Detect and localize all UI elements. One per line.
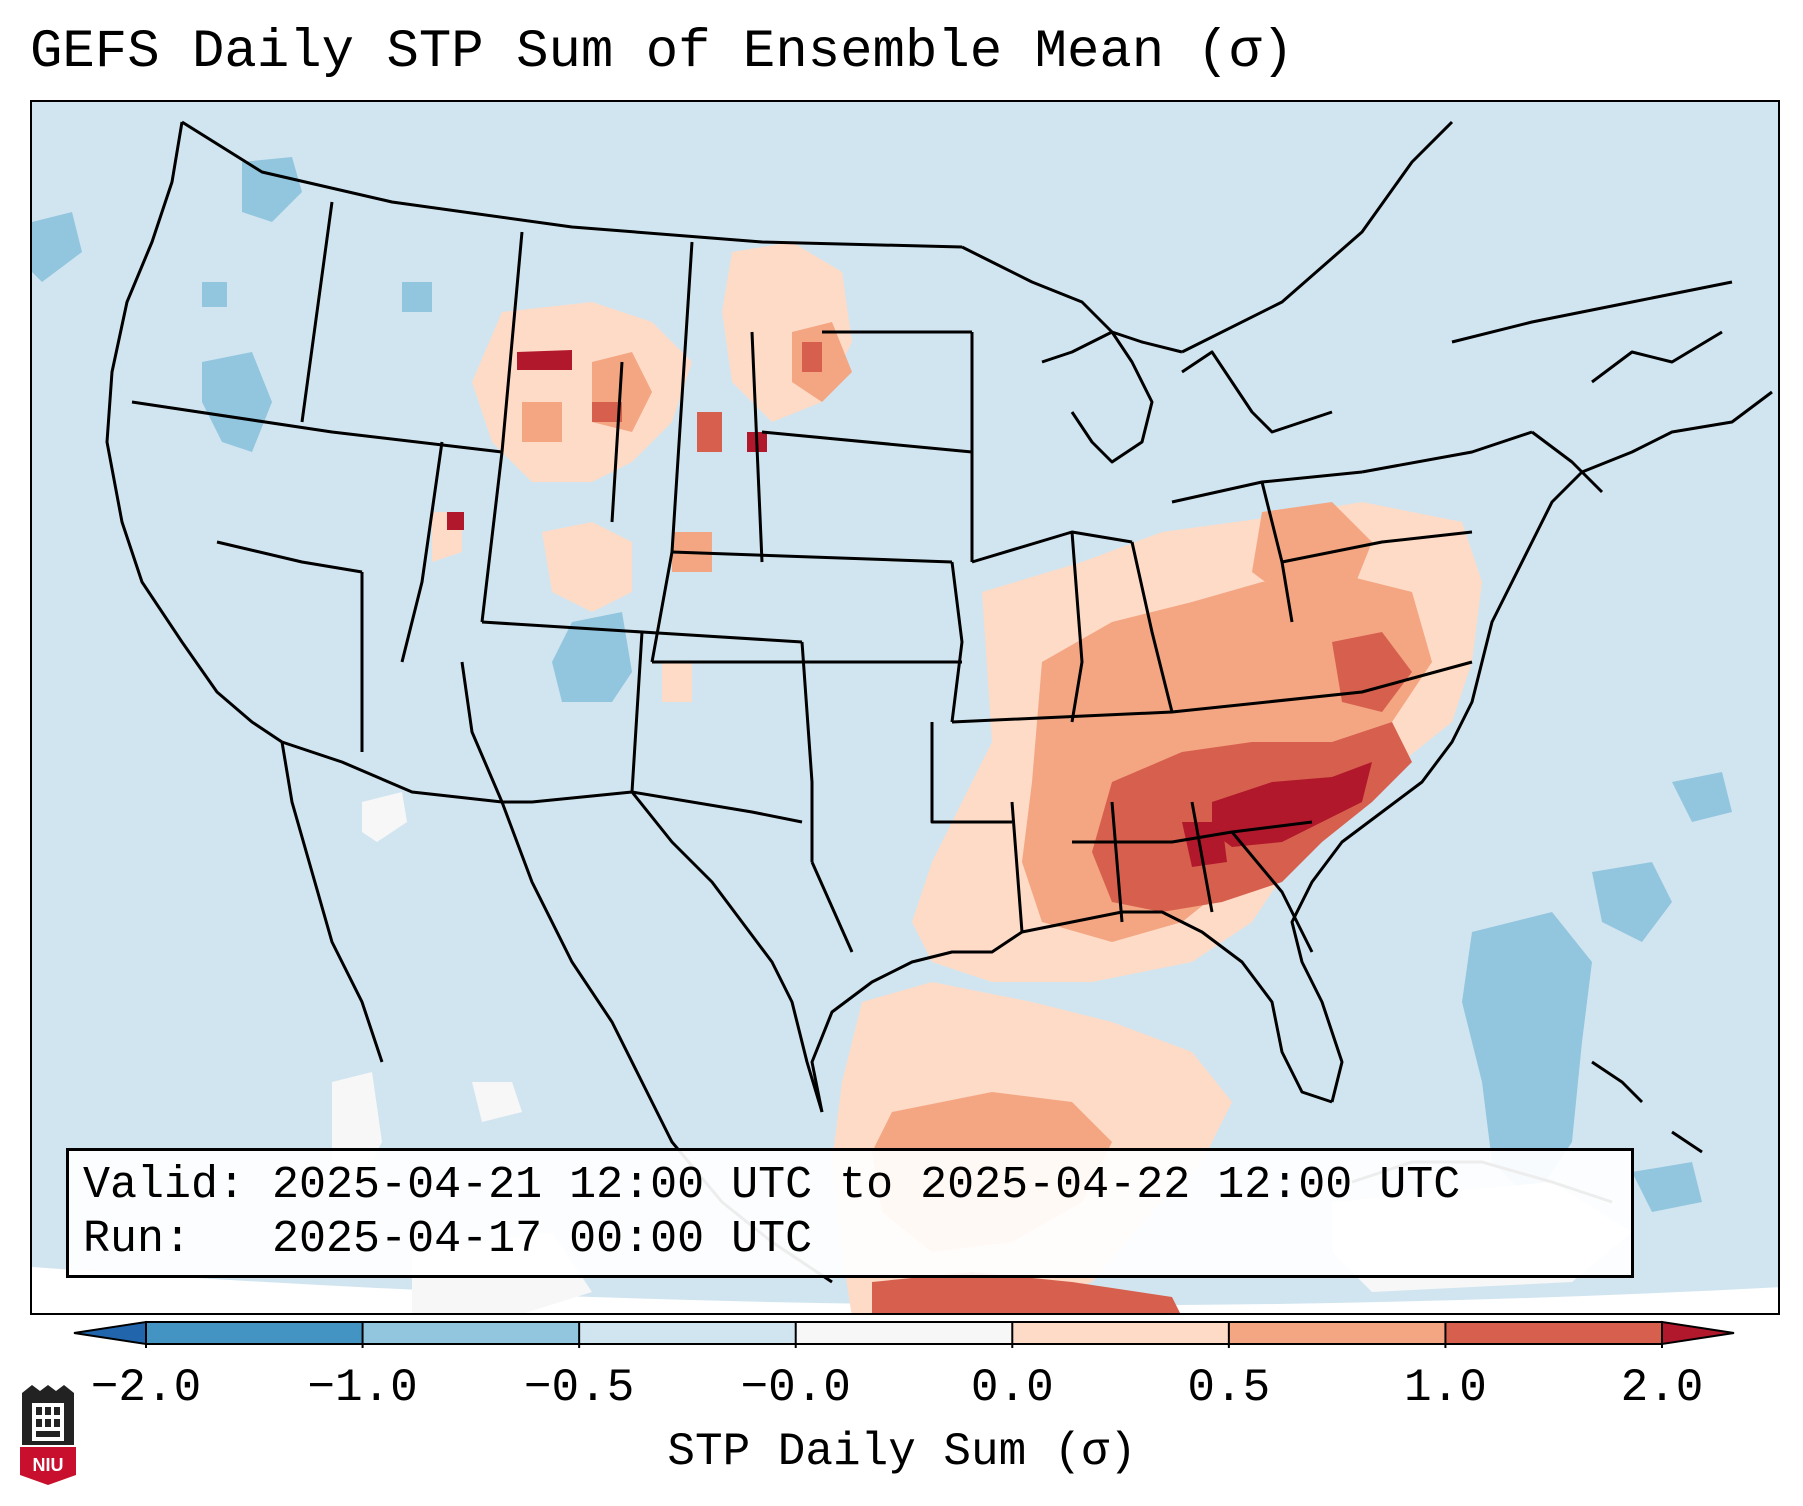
colorbar-tick-label: −2.0 <box>90 1362 202 1414</box>
colorbar <box>73 1320 1735 1348</box>
colorbar-tick-label: 0.5 <box>1187 1362 1271 1414</box>
colorbar-segment <box>362 1322 580 1344</box>
map-canvas <box>32 102 1778 1313</box>
colorbar-tick-label: 2.0 <box>1620 1362 1704 1414</box>
map-title: GEFS Daily STP Sum of Ensemble Mean (σ) <box>30 22 1294 83</box>
niu-logo-icon: NIU <box>20 1385 76 1485</box>
colorbar-outline <box>145 1321 1663 1345</box>
run-value: 2025-04-17 00:00 UTC <box>272 1214 813 1265</box>
stp-field-max-positive <box>447 350 1372 867</box>
colorbar-segment <box>579 1322 797 1344</box>
map-panel <box>30 100 1780 1315</box>
valid-value: 2025-04-21 12:00 UTC to 2025-04-22 12:00… <box>272 1160 1461 1211</box>
valid-label: Valid: <box>83 1160 246 1211</box>
colorbar-segment <box>1228 1322 1446 1344</box>
colorbar-label: STP Daily Sum (σ) <box>667 1426 1137 1478</box>
colorbar-tick-label: −0.5 <box>523 1362 635 1414</box>
colorbar-segment <box>795 1322 1013 1344</box>
colorbar-tick-label: −1.0 <box>307 1362 418 1414</box>
colorbar-segment <box>146 1322 364 1344</box>
colorbar-tick-label: −0.0 <box>740 1362 851 1414</box>
colorbar-segment <box>1012 1322 1230 1344</box>
stp-field-negative <box>32 157 1732 1212</box>
projection-area <box>32 102 1778 1306</box>
colorbar-extend-high <box>1661 1320 1735 1346</box>
colorbar-tick-label: 0.0 <box>970 1362 1054 1414</box>
valid-run-info-box: Valid: 2025-04-21 12:00 UTC to 2025-04-2… <box>66 1148 1634 1278</box>
logo-text: NIU <box>33 1455 64 1475</box>
state-boundaries <box>105 120 1773 1113</box>
colorbar-extend-low <box>73 1320 147 1346</box>
run-label: Run: <box>83 1214 192 1265</box>
colorbar-tick-label: 1.0 <box>1404 1362 1487 1414</box>
colorbar-segment <box>1445 1322 1663 1344</box>
